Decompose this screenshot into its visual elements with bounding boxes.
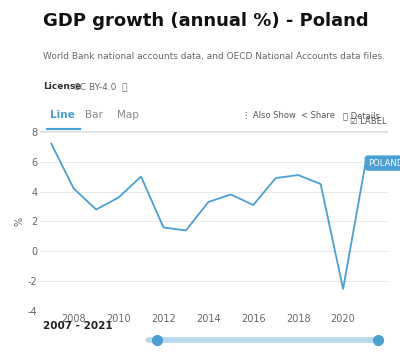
Text: License: License: [44, 82, 82, 91]
Text: Line: Line: [50, 111, 75, 121]
Text: Bar: Bar: [85, 111, 103, 121]
Text: ⋮ Also Show: ⋮ Also Show: [242, 111, 296, 120]
Text: Map: Map: [116, 111, 138, 121]
Text: < Share: < Share: [301, 111, 335, 120]
Text: 2007 - 2021: 2007 - 2021: [44, 321, 113, 331]
Text: ☑ LABEL: ☑ LABEL: [350, 117, 386, 126]
Y-axis label: %: %: [15, 217, 25, 226]
Text: GDP growth (annual %) - Poland: GDP growth (annual %) - Poland: [44, 12, 369, 30]
Text: POLAND: POLAND: [368, 158, 400, 167]
Text: : CC BY-4.0  ⓘ: : CC BY-4.0 ⓘ: [65, 82, 128, 91]
Text: World Bank national accounts data, and OECD National Accounts data files.: World Bank national accounts data, and O…: [44, 52, 386, 61]
Text: ⓘ Details: ⓘ Details: [343, 111, 380, 120]
